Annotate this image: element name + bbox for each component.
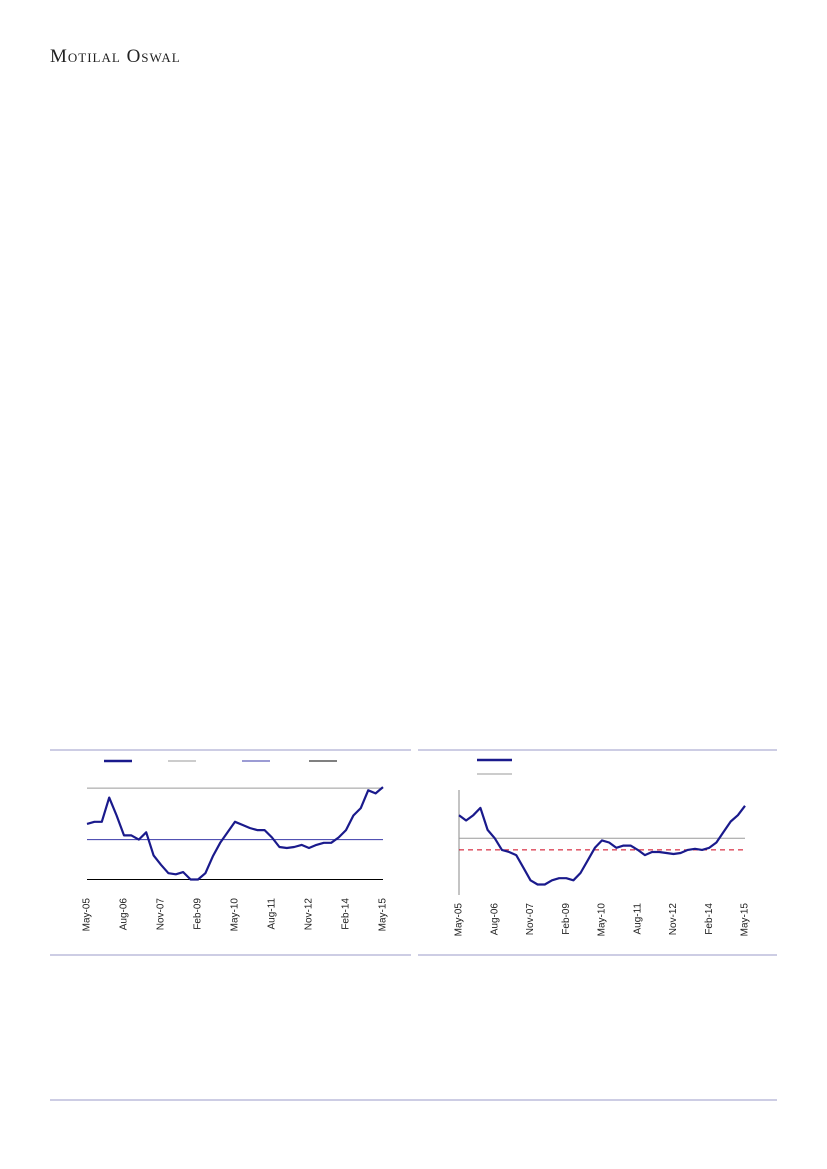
x-tick-label: Aug-06 bbox=[489, 903, 500, 936]
x-tick-label: Feb-09 bbox=[193, 898, 204, 930]
x-tick-label: Nov-07 bbox=[525, 903, 536, 936]
x-tick-label: Feb-14 bbox=[704, 903, 715, 935]
brand: Motilal Oswal bbox=[50, 46, 181, 67]
x-tick-label: May-15 bbox=[740, 903, 751, 937]
x-tick-label: Aug-11 bbox=[267, 898, 278, 930]
x-tick-label: Aug-11 bbox=[632, 903, 643, 935]
x-tick-label: May-05 bbox=[82, 898, 93, 932]
x-tick-label: May-10 bbox=[597, 903, 608, 937]
x-tick-label: May-05 bbox=[454, 903, 465, 937]
x-tick-label: May-15 bbox=[378, 898, 389, 932]
x-tick-label: May-10 bbox=[230, 898, 241, 932]
data-line bbox=[86, 786, 384, 881]
x-tick-label: Feb-09 bbox=[561, 903, 572, 935]
x-tick-label: Nov-12 bbox=[304, 898, 315, 931]
x-tick-label: Nov-12 bbox=[668, 903, 679, 936]
x-tick-label: Nov-07 bbox=[156, 898, 167, 931]
data-line bbox=[458, 805, 746, 886]
x-tick-label: Feb-14 bbox=[341, 898, 352, 930]
x-tick-label: Aug-06 bbox=[119, 898, 130, 931]
